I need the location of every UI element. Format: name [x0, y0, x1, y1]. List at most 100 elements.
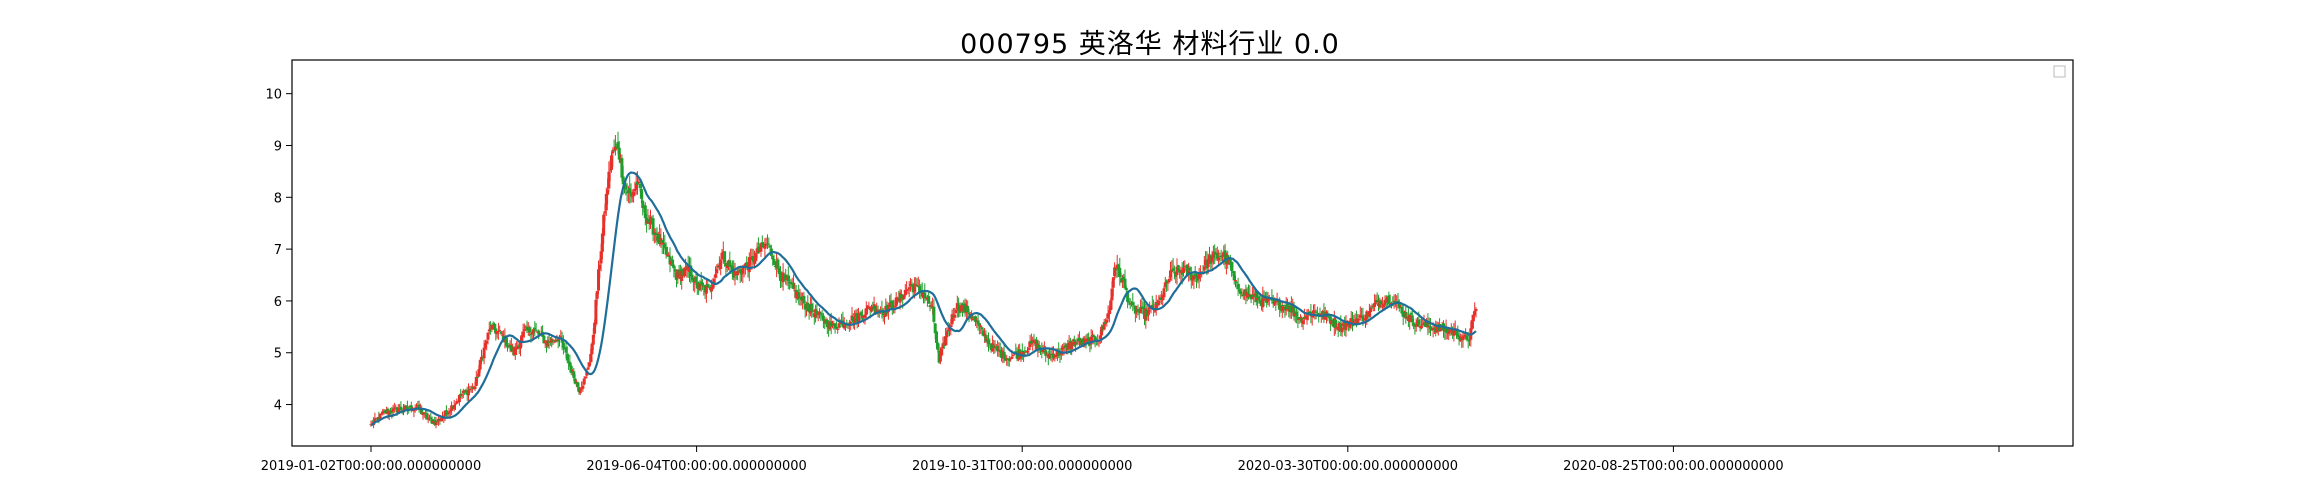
- candle-body: [373, 418, 377, 422]
- candle-body: [603, 211, 607, 214]
- candle-body: [1026, 350, 1029, 353]
- candles-group: [369, 131, 1478, 429]
- candle-body: [876, 309, 880, 311]
- candle-body: [1048, 353, 1052, 359]
- candle-body: [565, 353, 569, 361]
- candle-body: [1339, 323, 1343, 332]
- candle-body: [598, 264, 602, 270]
- candle-body: [455, 401, 459, 404]
- candle-body: [899, 294, 903, 299]
- candle-body: [1282, 304, 1286, 306]
- candle-body: [768, 245, 772, 248]
- candle-body: [1228, 257, 1232, 264]
- candle-body: [720, 252, 724, 260]
- candle-body: [1106, 313, 1110, 319]
- x-tick-label: 2020-03-30T00:00:00.000000000: [1238, 459, 1458, 474]
- candle-body: [890, 301, 894, 309]
- candle-body: [487, 329, 491, 332]
- candle-body: [976, 320, 980, 325]
- candle-body: [1296, 316, 1300, 320]
- candle-body: [533, 327, 537, 330]
- candle-body: [1110, 288, 1114, 301]
- candle-body: [1471, 315, 1475, 322]
- candle-body: [786, 275, 790, 281]
- candle-body: [1058, 354, 1062, 356]
- candle-body: [457, 395, 461, 403]
- candle-body: [629, 192, 633, 197]
- candle-body: [1292, 306, 1296, 317]
- candle-body: [1352, 321, 1356, 325]
- candle-body: [966, 306, 970, 313]
- candle-body: [1254, 291, 1258, 302]
- candle-body: [1474, 309, 1478, 312]
- candle-body: [1117, 264, 1120, 270]
- candle-body: [747, 257, 751, 273]
- candle-body: [454, 403, 457, 405]
- candle-body: [719, 260, 723, 269]
- candle-body: [680, 271, 684, 282]
- candle-body: [612, 149, 616, 152]
- candle-body: [537, 330, 541, 335]
- candle-body: [915, 284, 919, 287]
- candle-body: [447, 411, 451, 414]
- candle-body: [496, 330, 500, 332]
- candle-body: [815, 310, 819, 316]
- candle-body: [912, 287, 916, 292]
- candle-body: [806, 302, 810, 312]
- candle-body: [499, 331, 503, 334]
- candle-body: [573, 378, 577, 384]
- candle-body: [901, 298, 905, 300]
- candle-body: [663, 243, 667, 249]
- candle-body: [1412, 323, 1416, 326]
- candle-body: [1166, 282, 1170, 284]
- candle-body: [1278, 300, 1282, 310]
- candle-body: [881, 311, 885, 316]
- candle-body: [927, 296, 931, 304]
- candle-body: [652, 232, 656, 234]
- candle-body: [1295, 312, 1299, 317]
- y-tick-label: 6: [274, 295, 282, 310]
- candle-body: [426, 418, 430, 420]
- candle-body: [616, 142, 620, 150]
- candle-body: [987, 340, 990, 345]
- candle-body: [1465, 335, 1469, 340]
- y-tick-label: 4: [274, 399, 282, 414]
- candle-body: [1011, 355, 1015, 357]
- candle-body: [1258, 300, 1262, 304]
- candle-body: [490, 324, 494, 330]
- candle-body: [935, 331, 938, 344]
- candle-body: [767, 243, 771, 245]
- candle-body: [1375, 299, 1379, 303]
- candle-body: [754, 253, 758, 262]
- candle-body: [730, 266, 734, 271]
- candle-body: [944, 336, 948, 346]
- candle-body: [1455, 329, 1458, 335]
- candle-body: [474, 377, 478, 386]
- candle-body: [1348, 320, 1352, 328]
- candle-body: [572, 371, 576, 378]
- candle-body: [1195, 274, 1198, 279]
- candle-body: [374, 418, 378, 420]
- candle-body: [1206, 258, 1210, 268]
- candle-body: [417, 404, 421, 410]
- candle-body: [1162, 288, 1166, 298]
- candle-body: [443, 410, 447, 416]
- candle-body: [667, 254, 671, 257]
- candle-body: [513, 347, 517, 355]
- candle-body: [378, 413, 382, 420]
- candle-body: [1189, 272, 1193, 280]
- candle-body: [672, 265, 676, 269]
- candle-body: [1470, 320, 1474, 330]
- candle-body: [979, 325, 983, 328]
- candle-body: [571, 370, 574, 372]
- candle-body: [833, 323, 837, 329]
- candle-body: [434, 421, 438, 426]
- candle-body: [608, 169, 612, 171]
- candle-body: [641, 200, 645, 209]
- candle-body: [381, 411, 385, 414]
- candle-body: [486, 332, 490, 340]
- candle-body: [1357, 318, 1361, 320]
- candle-body: [600, 233, 604, 252]
- candle-body: [664, 247, 668, 255]
- candle-body: [1007, 358, 1011, 361]
